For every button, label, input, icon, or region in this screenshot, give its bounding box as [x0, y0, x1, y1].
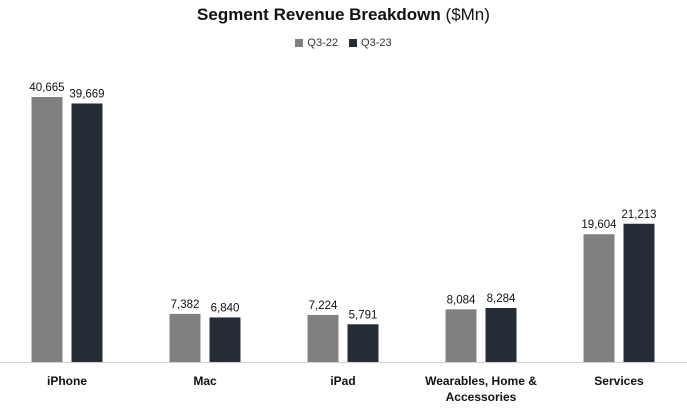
bar-q3-22-0 — [31, 97, 63, 362]
bar-q3-23-1 — [209, 317, 241, 362]
bar-q3-23-4 — [623, 223, 655, 362]
data-label-q3-22-1: 7,382 — [171, 299, 200, 311]
legend-label-q3-22: Q3-22 — [307, 37, 338, 49]
data-label-q3-22-4: 19,604 — [581, 219, 617, 231]
data-label-q3-23-0: 39,669 — [69, 88, 104, 100]
chart-title-text: Segment Revenue Breakdown — [197, 5, 441, 24]
bar-q3-23-0 — [71, 103, 103, 362]
category-label-3-0: Wearables, Home & — [425, 374, 537, 388]
legend: Q3-22 Q3-23 — [0, 37, 687, 50]
category-label-4-0: Services — [594, 374, 644, 388]
bar-q3-23-2 — [347, 324, 379, 362]
data-label-q3-23-4: 21,213 — [621, 209, 656, 221]
chart-title-unit: ($Mn) — [445, 5, 490, 24]
bar-q3-22-3 — [445, 309, 477, 362]
data-label-q3-22-0: 40,665 — [29, 82, 64, 94]
data-label-q3-23-2: 5,791 — [349, 309, 378, 321]
category-label-1-0: Mac — [193, 374, 217, 388]
legend-item-q3-23: Q3-23 — [349, 37, 392, 49]
category-label-0-0: iPhone — [47, 374, 87, 388]
category-label-3-1: Accessories — [446, 390, 517, 404]
data-label-q3-22-3: 8,084 — [447, 294, 476, 306]
legend-swatch-q3-22 — [295, 39, 304, 47]
data-label-q3-23-1: 6,840 — [211, 302, 240, 314]
bar-q3-22-2 — [307, 314, 339, 362]
chart-title: Segment Revenue Breakdown ($Mn) — [0, 5, 687, 25]
bar-q3-23-3 — [485, 308, 517, 362]
bar-q3-22-4 — [583, 234, 615, 362]
category-label-2-0: iPad — [330, 374, 355, 388]
bar-q3-22-1 — [169, 313, 201, 362]
legend-item-q3-22: Q3-22 — [295, 37, 338, 49]
data-label-q3-22-2: 7,224 — [309, 300, 338, 312]
data-label-q3-23-3: 8,284 — [487, 293, 516, 305]
legend-swatch-q3-23 — [349, 39, 358, 47]
legend-label-q3-23: Q3-23 — [361, 37, 392, 49]
